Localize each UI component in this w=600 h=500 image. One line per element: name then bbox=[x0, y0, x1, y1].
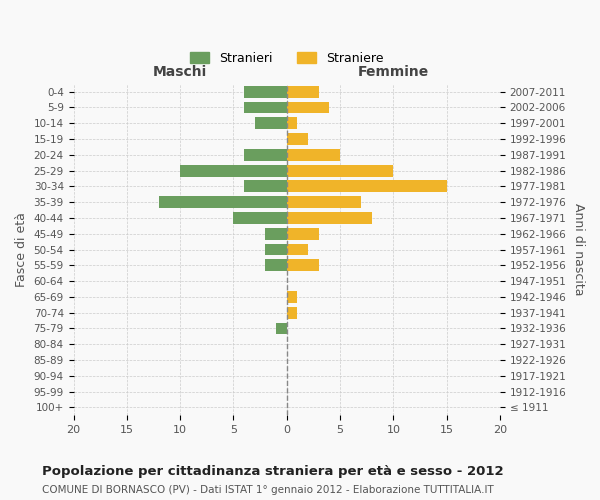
Bar bbox=[287, 244, 308, 256]
Bar bbox=[287, 86, 319, 98]
Bar bbox=[233, 212, 287, 224]
Bar bbox=[180, 164, 287, 176]
Bar bbox=[287, 164, 394, 176]
Bar bbox=[244, 149, 287, 161]
Bar bbox=[287, 180, 446, 192]
Bar bbox=[287, 149, 340, 161]
Y-axis label: Fasce di età: Fasce di età bbox=[15, 212, 28, 287]
Bar bbox=[287, 307, 298, 318]
Bar bbox=[287, 133, 308, 145]
Bar bbox=[265, 244, 287, 256]
Y-axis label: Anni di nascita: Anni di nascita bbox=[572, 204, 585, 296]
Text: Femmine: Femmine bbox=[358, 65, 429, 79]
Bar bbox=[287, 118, 298, 129]
Bar bbox=[265, 260, 287, 271]
Bar bbox=[244, 180, 287, 192]
Bar bbox=[287, 102, 329, 114]
Bar bbox=[287, 291, 298, 303]
Text: Popolazione per cittadinanza straniera per età e sesso - 2012: Popolazione per cittadinanza straniera p… bbox=[42, 465, 503, 478]
Bar bbox=[159, 196, 287, 208]
Bar bbox=[287, 228, 319, 239]
Bar bbox=[287, 212, 372, 224]
Bar bbox=[244, 102, 287, 114]
Bar bbox=[265, 228, 287, 239]
Bar bbox=[244, 86, 287, 98]
Text: Maschi: Maschi bbox=[153, 65, 207, 79]
Bar bbox=[287, 260, 319, 271]
Bar bbox=[276, 322, 287, 334]
Text: COMUNE DI BORNASCO (PV) - Dati ISTAT 1° gennaio 2012 - Elaborazione TUTTITALIA.I: COMUNE DI BORNASCO (PV) - Dati ISTAT 1° … bbox=[42, 485, 494, 495]
Legend: Stranieri, Straniere: Stranieri, Straniere bbox=[185, 47, 389, 70]
Bar bbox=[287, 196, 361, 208]
Bar bbox=[255, 118, 287, 129]
